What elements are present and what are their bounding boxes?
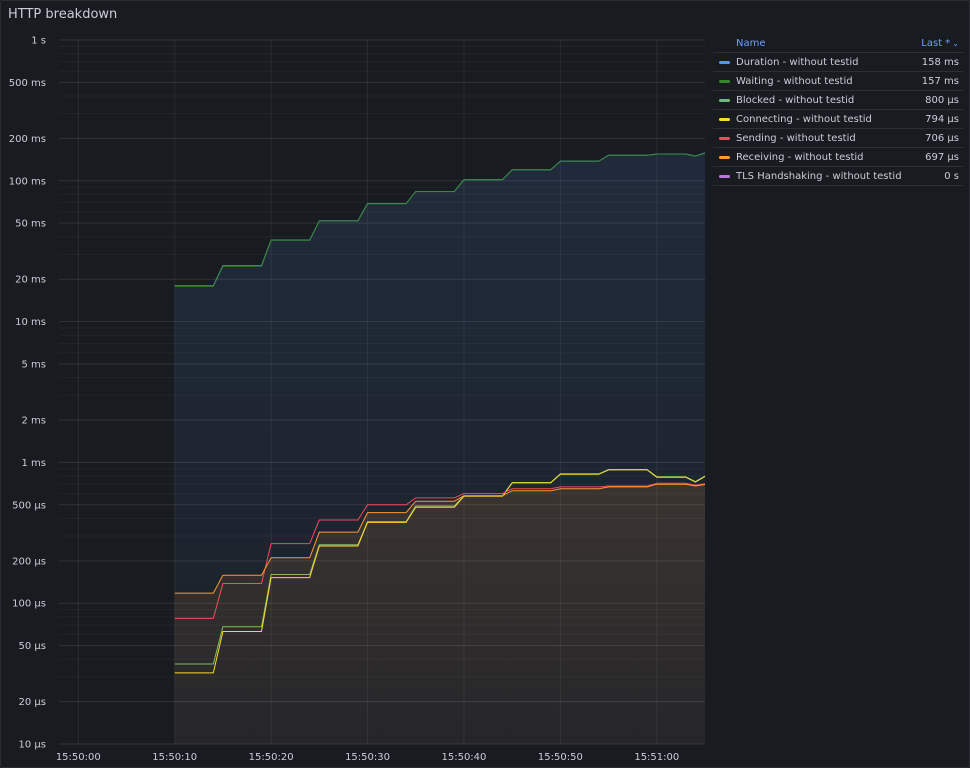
y-tick-label: 1 ms	[22, 458, 47, 469]
legend-last-value: 794 µs	[925, 113, 959, 125]
legend-last-value: 157 ms	[921, 75, 959, 87]
y-tick-label: 2 ms	[22, 416, 47, 427]
legend-swatch	[719, 79, 730, 83]
y-tick-label: 20 µs	[19, 697, 46, 708]
y-tick-label: 10 µs	[19, 740, 46, 751]
y-tick-label: 1 s	[31, 36, 46, 47]
y-tick-label: 100 ms	[9, 176, 46, 187]
legend-row[interactable]: Waiting - without testid 157 ms	[713, 72, 963, 91]
legend-swatch	[719, 60, 730, 64]
legend-last-value: 158 ms	[921, 56, 959, 68]
legend-rows: Duration - without testid 158 ms Waiting -…	[713, 53, 963, 186]
legend-series-name: Duration - without testid	[736, 56, 859, 68]
legend-series-name: Connecting - without testid	[736, 113, 872, 125]
time-series-chart[interactable]: 1 s 500 ms 200 ms 100 ms 50 ms 20 ms 10 ms 5 ms…	[1, 1, 711, 767]
legend-swatch	[719, 174, 730, 178]
y-tick-label: 500 µs	[12, 500, 46, 511]
y-tick-label: 100 µs	[12, 599, 46, 610]
y-tick-label: 10 ms	[15, 317, 46, 328]
legend-series-name: TLS Handshaking - without testid	[736, 170, 902, 182]
y-tick-label: 5 ms	[22, 359, 47, 370]
x-tick-label: 15:50:30	[345, 752, 390, 763]
x-tick-label: 15:50:50	[538, 752, 583, 763]
x-tick-label: 15:50:20	[249, 752, 294, 763]
legend-header-last-label: Last *	[921, 37, 951, 49]
legend-swatch	[719, 117, 730, 121]
legend-series-name: Sending - without testid	[736, 132, 856, 144]
series-line	[174, 482, 706, 619]
legend-header-last[interactable]: Last * ⌄	[921, 38, 963, 49]
legend-row[interactable]: Connecting - without testid 794 µs	[713, 110, 963, 129]
y-tick-label: 200 ms	[9, 134, 46, 145]
legend-last-value: 706 µs	[925, 132, 959, 144]
chevron-down-icon: ⌄	[952, 38, 959, 48]
legend-row[interactable]: Duration - without testid 158 ms	[713, 53, 963, 72]
legend-last-value: 0 s	[944, 170, 959, 182]
y-tick-label: 50 µs	[19, 641, 46, 652]
legend-series-name: Receiving - without testid	[736, 151, 864, 163]
legend-header-name[interactable]: Name	[736, 37, 766, 49]
y-tick-label: 200 µs	[12, 556, 46, 567]
legend-row[interactable]: TLS Handshaking - without testid 0 s	[713, 167, 963, 186]
x-tick-label: 15:50:00	[56, 752, 101, 763]
legend-last-value: 800 µs	[925, 94, 959, 106]
legend-swatch	[719, 98, 730, 102]
y-tick-label: 50 ms	[15, 219, 46, 230]
y-tick-label: 500 ms	[9, 78, 46, 89]
legend-series-name: Blocked - without testid	[736, 94, 855, 106]
series-line	[174, 483, 706, 594]
panel-title: HTTP breakdown	[8, 7, 118, 22]
legend-row[interactable]: Receiving - without testid 697 µs	[713, 148, 963, 167]
legend-series-name: Waiting - without testid	[736, 75, 853, 87]
x-tick-label: 15:50:40	[441, 752, 486, 763]
legend-last-value: 697 µs	[925, 151, 959, 163]
x-tick-label: 15:50:10	[152, 752, 197, 763]
legend-row[interactable]: Sending - without testid 706 µs	[713, 129, 963, 148]
series-line	[174, 152, 706, 287]
legend-table: Name Last * ⌄ Duration - without testid 15…	[713, 34, 963, 186]
legend-row[interactable]: Blocked - without testid 800 µs	[713, 91, 963, 110]
legend-header: Name Last * ⌄	[713, 34, 963, 53]
legend-swatch	[719, 136, 730, 140]
series-area	[174, 484, 705, 744]
legend-swatch	[719, 155, 730, 159]
x-tick-label: 15:51:00	[634, 752, 679, 763]
y-tick-label: 20 ms	[15, 275, 46, 286]
